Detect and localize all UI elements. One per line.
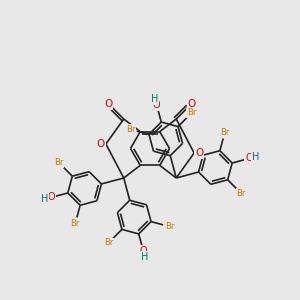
Text: Br: Br — [126, 125, 135, 134]
Text: Br: Br — [104, 238, 113, 247]
Text: Br: Br — [237, 189, 246, 198]
Text: H: H — [152, 94, 159, 104]
Text: H: H — [252, 152, 259, 162]
Text: Br: Br — [220, 128, 230, 137]
Text: Br: Br — [187, 109, 196, 118]
Text: O: O — [153, 100, 160, 110]
Text: O: O — [245, 154, 253, 164]
Text: O: O — [188, 99, 196, 109]
Text: H: H — [41, 194, 48, 204]
Text: O: O — [140, 246, 147, 256]
Text: O: O — [97, 139, 105, 149]
Text: O: O — [104, 99, 112, 109]
Text: Br: Br — [70, 219, 80, 228]
Text: O: O — [195, 148, 203, 158]
Text: H: H — [141, 252, 148, 262]
Text: Br: Br — [165, 222, 174, 231]
Text: Br: Br — [54, 158, 63, 167]
Text: O: O — [47, 193, 55, 202]
